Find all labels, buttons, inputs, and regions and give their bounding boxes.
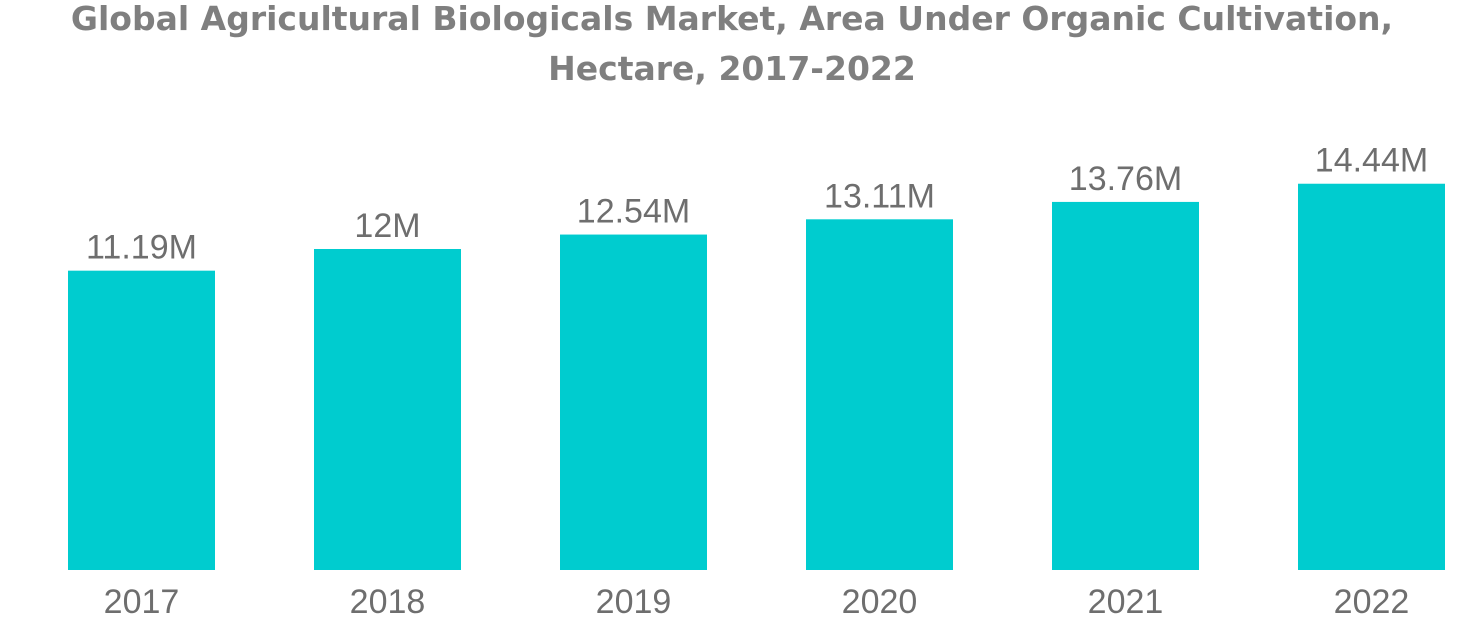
- bar-2020: [806, 219, 953, 570]
- x-tick-label-2018: 2018: [350, 583, 426, 621]
- x-tick-label-2020: 2020: [842, 583, 918, 621]
- x-tick-label-2017: 2017: [104, 583, 180, 621]
- data-label-2021: 13.76M: [1069, 160, 1182, 198]
- bar-2022: [1298, 183, 1445, 571]
- x-tick-label-2022: 2022: [1334, 583, 1410, 621]
- data-label-2018: 12M: [354, 207, 420, 245]
- data-label-2019: 12.54M: [577, 193, 690, 231]
- data-label-2020: 13.11M: [824, 177, 935, 215]
- bar-2021: [1052, 201, 1199, 571]
- data-label-2022: 14.44M: [1315, 142, 1428, 180]
- bar-2019: [560, 234, 707, 570]
- bars-group: [68, 183, 1445, 571]
- bar-2018: [314, 249, 461, 570]
- data-labels-group: 11.19M 12M 12.54M 13.11M 13.76M 14.44M: [86, 142, 1428, 267]
- chart-title: Global Agricultural Biologicals Market, …: [70, 0, 1394, 88]
- data-label-2017: 11.19M: [86, 229, 197, 267]
- x-tick-label-2021: 2021: [1088, 583, 1164, 621]
- x-axis-ticks: 2017 2018 2019 2020 2021 2022: [104, 583, 1410, 621]
- bar-2017: [68, 270, 215, 570]
- x-tick-label-2019: 2019: [596, 583, 672, 621]
